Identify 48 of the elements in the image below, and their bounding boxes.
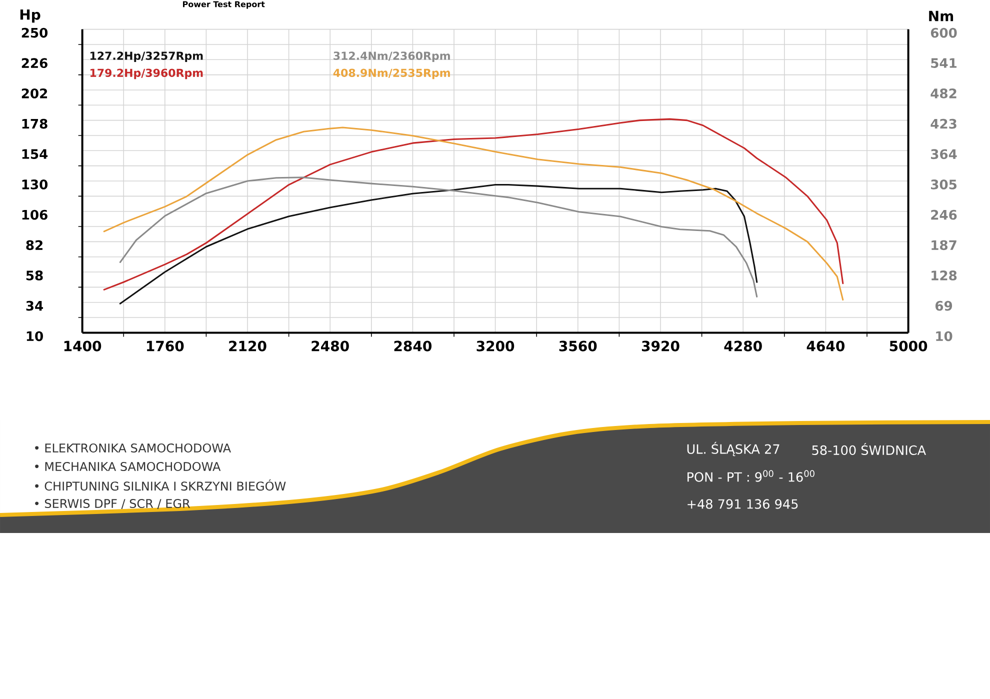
y2-axis-title: Nm	[929, 10, 954, 22]
text: 179.2Hp/3960Rpm	[90, 68, 203, 80]
y-tick-label: 34	[26, 300, 43, 311]
text: 127.2Hp/3257Rpm	[90, 52, 203, 62]
y2-tick-label: 69	[935, 300, 952, 311]
x-tick-label: 3560	[559, 340, 597, 352]
text: • SERWIS DPF / SCR / EGR	[35, 498, 190, 509]
x-tick-label: 5000	[890, 340, 928, 352]
y2-tick-label: 187	[932, 240, 956, 250]
y2-tick-label: 482	[930, 88, 956, 98]
x-tick-label: 4280	[724, 340, 762, 352]
y2-tick-label: 305	[931, 180, 956, 190]
y-axis-title: Hp	[20, 9, 40, 23]
x-tick-label: 2480	[312, 340, 349, 352]
y-tick-label: 226	[22, 58, 48, 68]
text: 312.4Nm/2360Rpm	[334, 52, 450, 62]
x-tick-label: 2120	[229, 340, 266, 352]
text: 408.9Nm/2535Rpm	[333, 68, 450, 80]
y2-tick-label: 246	[931, 210, 957, 220]
y-tick-label: 250	[22, 28, 48, 38]
x-tick-label: 1400	[64, 340, 102, 352]
text: • CHIPTUNING SILNIKA I SKRZYNI BIEGÓW	[35, 479, 286, 491]
y-tick-label: 178	[22, 118, 48, 129]
text: • ELEKTRONIKA SAMOCHODOWA	[35, 443, 231, 453]
y2-tick-label: 541	[931, 58, 957, 68]
text: UL. ŚLĄSKA 27	[687, 442, 780, 456]
x-tick-label: 1760	[146, 340, 184, 352]
y-tick-label: 58	[26, 270, 43, 280]
x-tick-label: 4640	[806, 340, 844, 352]
y2-tick-label: 128	[932, 270, 957, 280]
y2-tick-label: 10	[936, 331, 952, 342]
text: +48 791 136 945	[688, 499, 798, 509]
x-tick-label: 2840	[394, 340, 432, 352]
chart-title: Power Test Report	[183, 1, 265, 9]
y-tick-label: 154	[22, 149, 48, 159]
y-tick-label: 130	[22, 180, 48, 190]
y-tick-label: 82	[26, 240, 42, 250]
text: • MECHANIKA SAMOCHODOWA	[35, 462, 221, 472]
y2-tick-label: 364	[931, 149, 957, 160]
y-tick-label: 10	[26, 331, 43, 342]
y2-tick-label: 423	[930, 118, 956, 129]
text: PON - PT : 9$^{00}$ - 16$^{00}$	[688, 470, 814, 482]
text: 58-100 ŚWIDNICA	[812, 442, 926, 456]
y2-tick-label: 600	[930, 28, 957, 38]
y-tick-label: 106	[22, 210, 48, 220]
y-tick-label: 202	[22, 88, 48, 98]
x-tick-label: 3920	[642, 340, 680, 352]
x-tick-label: 3200	[476, 340, 514, 352]
